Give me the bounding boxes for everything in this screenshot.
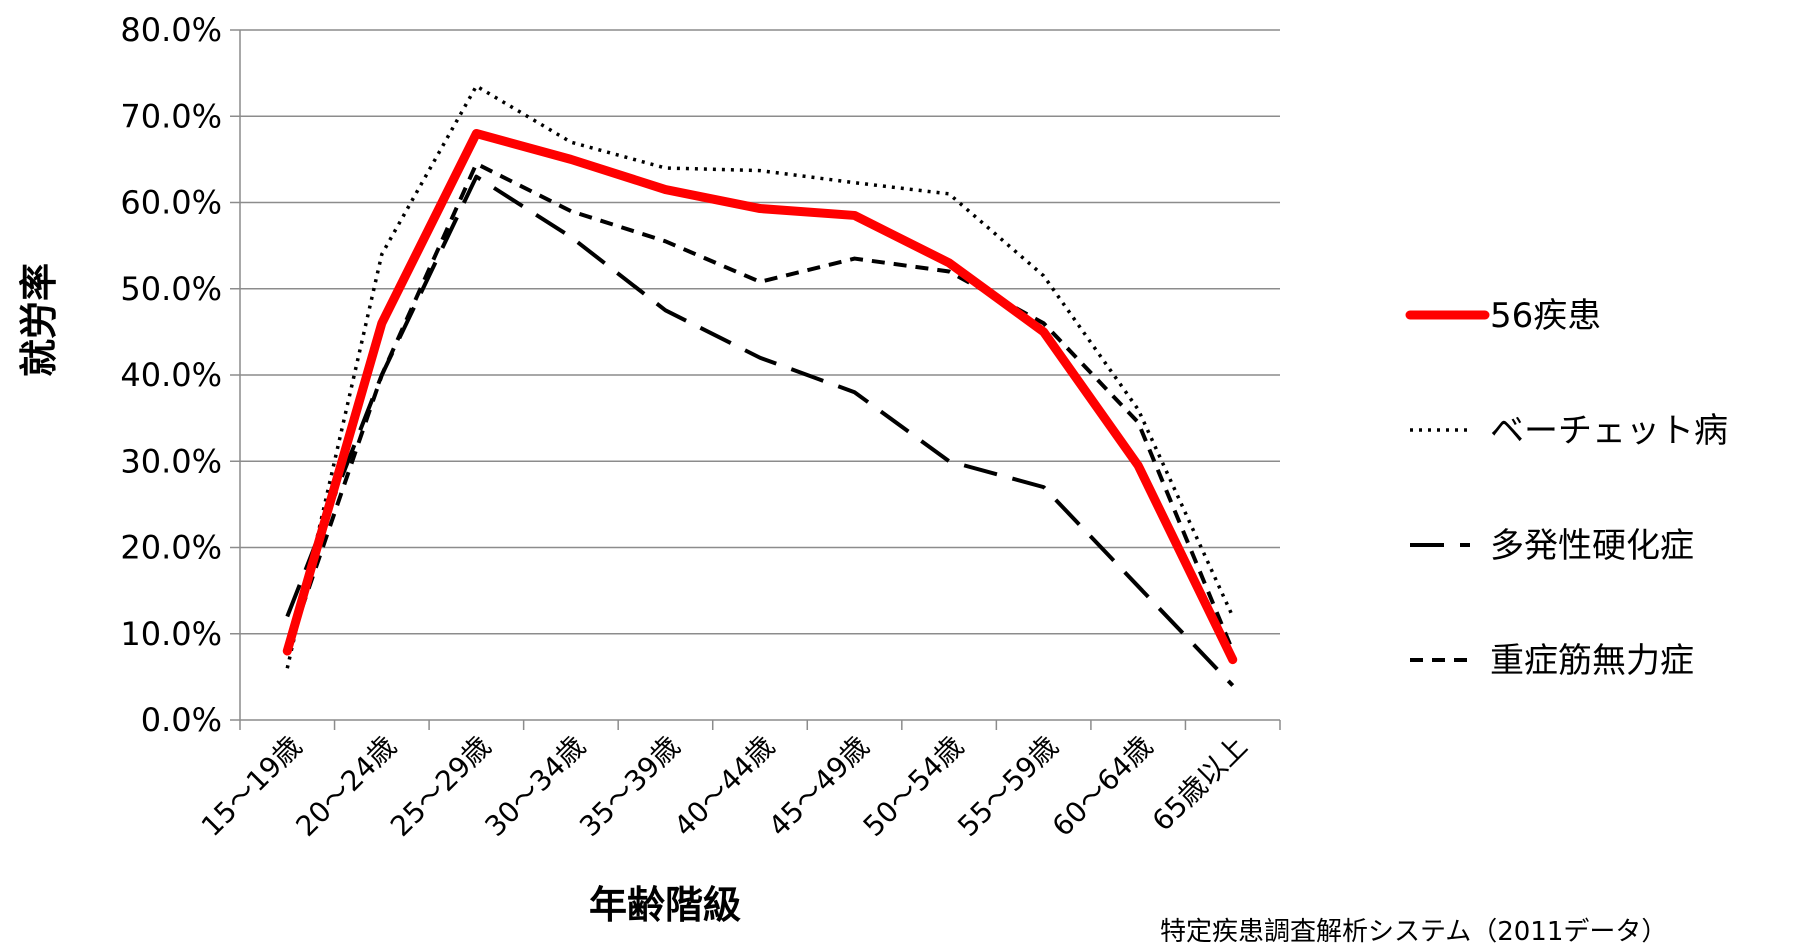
y-tick-label: 50.0% xyxy=(120,270,222,308)
x-tick-label: 40～44歳 xyxy=(668,730,781,843)
x-tick-label: 50～54歳 xyxy=(857,730,970,843)
legend-label: ベーチェット病 xyxy=(1490,411,1728,451)
x-tick-label: 15～19歳 xyxy=(195,730,308,843)
y-axis-title: 就労率 xyxy=(17,263,61,377)
x-tick-label: 25～29歳 xyxy=(384,730,497,843)
legend-label: 重症筋無力症 xyxy=(1490,641,1694,681)
y-tick-label: 30.0% xyxy=(120,442,222,480)
y-tick-label: 20.0% xyxy=(120,529,222,567)
x-tick-label: 45～49歳 xyxy=(762,730,875,843)
y-tick-label: 80.0% xyxy=(120,11,222,49)
series-line-4 xyxy=(285,161,1235,652)
x-tick-label: 35～39歳 xyxy=(573,730,686,843)
y-tick-label: 10.0% xyxy=(120,615,222,653)
gridlines xyxy=(240,29,1280,635)
x-tick-label: 65歳以上 xyxy=(1146,730,1254,838)
series-line-3 xyxy=(285,174,1235,687)
series-line-2 xyxy=(285,84,1235,669)
series-line-1 xyxy=(282,129,1238,665)
x-axis-title: 年齢階級 xyxy=(589,883,741,927)
y-axis-ticks: 0.0% 10.0% 20.0% 30.0% 40.0% 50.0% 60.0% 70.0% 8… xyxy=(120,11,241,739)
y-tick-label: 60.0% xyxy=(120,184,222,222)
y-tick-label: 0.0% xyxy=(141,701,222,739)
x-tick-label: 60～64歳 xyxy=(1046,730,1159,843)
y-tick-label: 40.0% xyxy=(120,356,222,394)
x-tick-label: 20～24歳 xyxy=(289,730,402,843)
x-tick-label: 30～34歳 xyxy=(479,730,592,843)
y-tick-label: 70.0% xyxy=(120,97,222,135)
series-lines xyxy=(282,84,1238,687)
x-axis: 15～19歳20～24歳25～29歳30～34歳35～39歳40～44歳45～4… xyxy=(195,719,1281,843)
x-tick-label: 55～59歳 xyxy=(951,730,1064,843)
source-note: 特定疾患調査解析システム（2011データ） xyxy=(1160,917,1667,946)
legend-label: 多発性硬化症 xyxy=(1490,526,1694,566)
legend-label: 56疾患 xyxy=(1490,296,1601,336)
